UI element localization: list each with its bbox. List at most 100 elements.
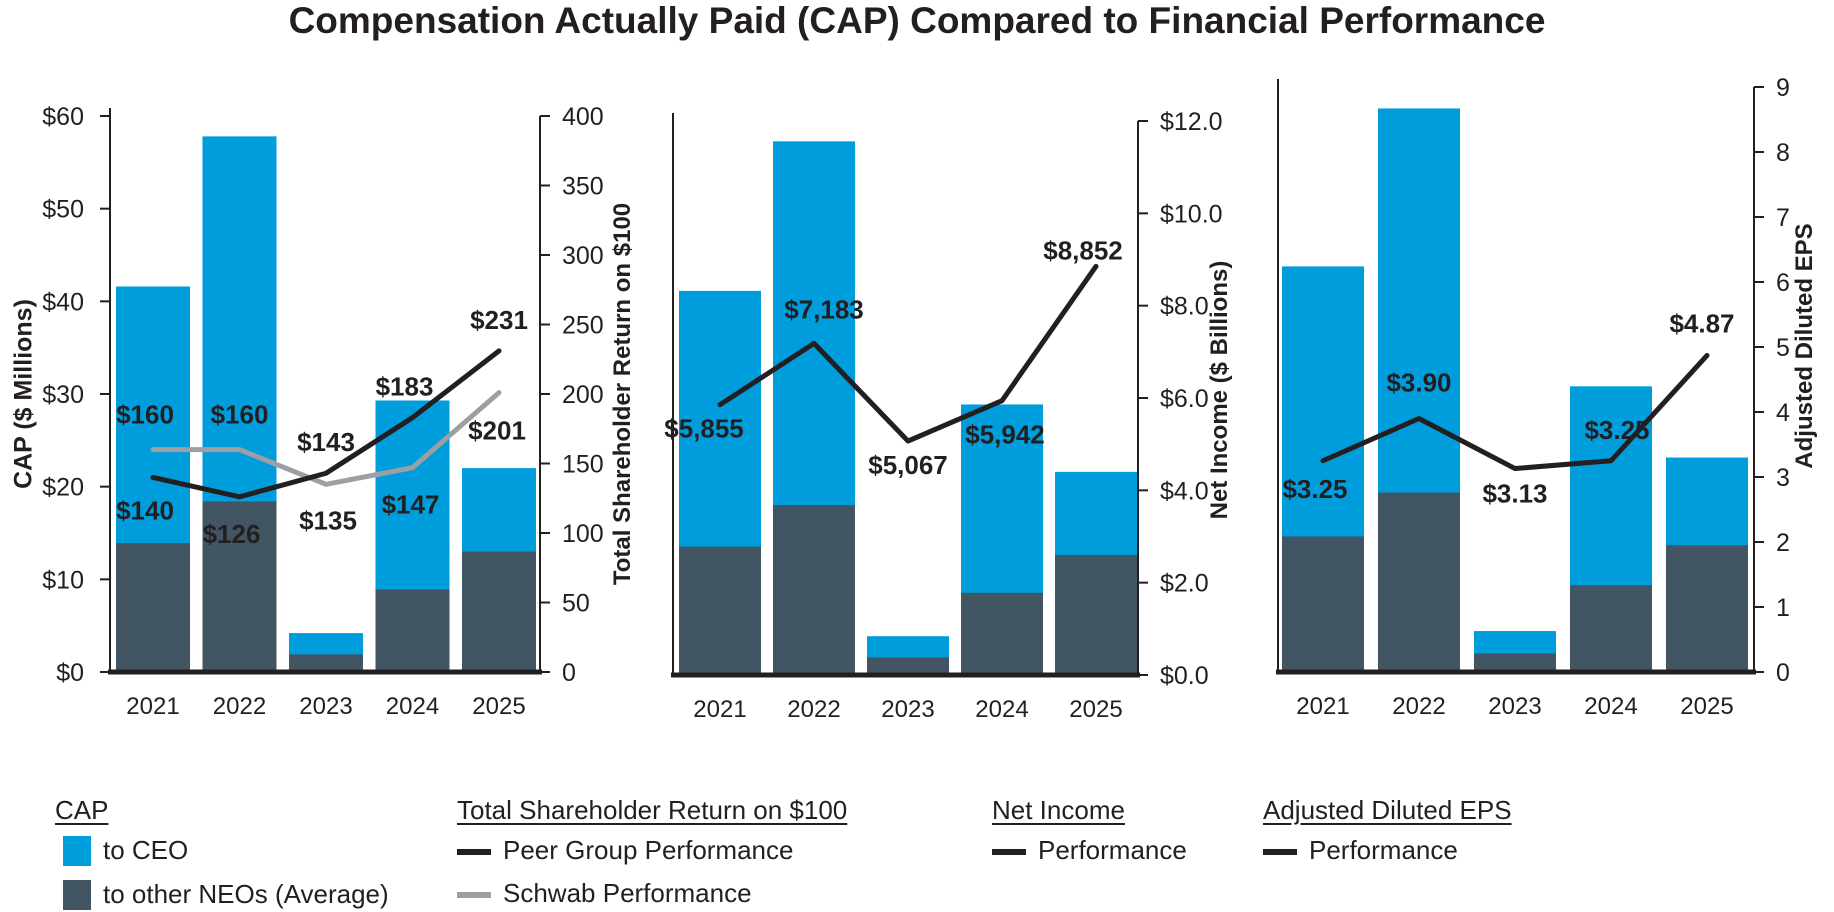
data-label: $147 bbox=[382, 490, 440, 520]
y2-tick-label: 200 bbox=[562, 381, 604, 409]
legend-eps-heading: Adjusted Diluted EPS bbox=[1263, 795, 1512, 825]
y-tick-label: $30 bbox=[42, 381, 84, 409]
data-label: $5,855 bbox=[664, 414, 744, 444]
data-label: $126 bbox=[203, 519, 261, 549]
y-tick-label: $50 bbox=[42, 196, 84, 224]
line-performance bbox=[717, 263, 1099, 444]
bar-neo-2022 bbox=[1378, 492, 1460, 672]
x-tick-label: 2025 bbox=[1680, 693, 1733, 720]
y2-tick-label: 1 bbox=[1776, 594, 1790, 622]
x-tick-label: 2023 bbox=[299, 693, 352, 720]
bar-neo-2021 bbox=[116, 543, 190, 672]
legend-eps-label: Performance bbox=[1309, 835, 1458, 865]
y2-tick-label: $4.0 bbox=[1160, 477, 1209, 505]
x-tick-label: 2024 bbox=[386, 693, 439, 720]
y2-tick-label: $10.0 bbox=[1160, 200, 1223, 228]
data-label: $3.90 bbox=[1386, 368, 1451, 398]
x-tick-label: 2025 bbox=[472, 693, 525, 720]
y2-tick-label: 100 bbox=[562, 520, 604, 548]
y2-tick-label: $2.0 bbox=[1160, 570, 1209, 598]
data-label: $3.25 bbox=[1282, 474, 1347, 504]
y2-tick-label: 150 bbox=[562, 451, 604, 479]
y2-tick-label: 2 bbox=[1776, 529, 1790, 557]
bar-neo-2024 bbox=[961, 592, 1043, 675]
x-tick-label: 2021 bbox=[1296, 693, 1349, 720]
bar-neo-2025 bbox=[1666, 545, 1748, 672]
y-tick-label: $40 bbox=[42, 288, 84, 316]
y2-tick-label: $8.0 bbox=[1160, 293, 1209, 321]
y2-tick-label: 3 bbox=[1776, 464, 1790, 492]
legend-peer-line bbox=[457, 849, 491, 855]
legend-eps: Adjusted Diluted EPS Performance bbox=[1263, 795, 1563, 875]
data-label: $201 bbox=[468, 416, 526, 446]
x-tick-label: 2021 bbox=[693, 696, 746, 723]
y2-axis-title: Net Income ($ Billions) bbox=[1206, 261, 1233, 520]
data-label: $7,183 bbox=[784, 294, 864, 324]
data-label: $5,067 bbox=[868, 450, 948, 480]
x-tick-label: 2024 bbox=[1584, 693, 1637, 720]
bar-neo-2021 bbox=[679, 546, 761, 675]
legend-net-income-heading: Net Income bbox=[992, 795, 1125, 825]
y2-tick-label: 350 bbox=[562, 173, 604, 201]
y2-tick-label: 9 bbox=[1776, 74, 1790, 102]
legend-schwab-line bbox=[457, 892, 491, 898]
legend-schwab-label: Schwab Performance bbox=[503, 878, 752, 908]
bar-neo-2023 bbox=[289, 654, 363, 672]
y-tick-label: $10 bbox=[42, 566, 84, 594]
bar-neo-2022 bbox=[202, 501, 277, 672]
y2-tick-label: $6.0 bbox=[1160, 385, 1209, 413]
legend-tsr: Total Shareholder Return on $100 Peer Gr… bbox=[457, 795, 897, 912]
y2-axis-title: Adjusted Diluted EPS bbox=[1791, 223, 1818, 468]
x-tick-label: 2022 bbox=[213, 693, 266, 720]
y2-tick-label: $12.0 bbox=[1160, 108, 1223, 136]
legend-peer-label: Peer Group Performance bbox=[503, 835, 794, 865]
bar-neo-2022 bbox=[773, 505, 855, 675]
bar-neo-2021 bbox=[1282, 536, 1364, 672]
bar-neo-2025 bbox=[462, 551, 536, 672]
data-label: $8,852 bbox=[1043, 235, 1123, 265]
x-tick-label: 2023 bbox=[1488, 693, 1541, 720]
y2-tick-label: 0 bbox=[1776, 659, 1790, 687]
legend-neo-swatch bbox=[63, 880, 91, 910]
data-label: $160 bbox=[116, 400, 174, 430]
line-peer-group-performance bbox=[150, 348, 502, 500]
y-tick-label: $60 bbox=[42, 103, 84, 131]
legend-net-income-label: Performance bbox=[1038, 835, 1187, 865]
data-label: $135 bbox=[299, 505, 357, 535]
legend-ceo-label: to CEO bbox=[103, 835, 189, 865]
line-performance bbox=[1320, 352, 1710, 472]
x-tick-label: 2022 bbox=[787, 696, 840, 723]
x-tick-label: 2023 bbox=[881, 696, 934, 723]
data-label: $231 bbox=[470, 305, 528, 335]
y2-tick-label: 50 bbox=[562, 590, 590, 618]
legend-net-income: Net Income Performance bbox=[992, 795, 1222, 875]
y-axis-title: CAP ($ Millions) bbox=[10, 299, 38, 489]
y2-tick-label: 6 bbox=[1776, 269, 1790, 297]
data-label: $5,942 bbox=[965, 420, 1045, 450]
x-tick-label: 2024 bbox=[975, 696, 1028, 723]
data-label: $3.25 bbox=[1584, 415, 1649, 445]
y2-tick-label: 7 bbox=[1776, 204, 1790, 232]
bar-neo-2023 bbox=[867, 657, 949, 675]
legend-tsr-heading: Total Shareholder Return on $100 bbox=[457, 795, 848, 825]
line-schwab-performance bbox=[150, 390, 502, 487]
bar-neo-2025 bbox=[1055, 554, 1137, 675]
y2-tick-label: 8 bbox=[1776, 139, 1790, 167]
data-label: $3.13 bbox=[1482, 479, 1547, 509]
y-tick-label: $0 bbox=[56, 659, 84, 687]
y2-tick-label: 250 bbox=[562, 312, 604, 340]
bar-neo-2024 bbox=[1570, 585, 1652, 672]
legend-neo-label: to other NEOs (Average) bbox=[103, 879, 389, 909]
y2-tick-label: 5 bbox=[1776, 334, 1790, 362]
data-label: $160 bbox=[211, 400, 269, 430]
legend-ceo-swatch bbox=[63, 836, 91, 866]
bar-neo-2024 bbox=[375, 589, 450, 672]
x-tick-label: 2022 bbox=[1392, 693, 1445, 720]
y-tick-label: $20 bbox=[42, 474, 84, 502]
legend-cap: CAP to CEO to other NEOs (Average) bbox=[55, 795, 435, 912]
y2-tick-label: 0 bbox=[562, 659, 576, 687]
legend-cap-heading: CAP bbox=[55, 795, 109, 825]
data-label: $143 bbox=[297, 427, 355, 457]
x-tick-label: 2025 bbox=[1069, 696, 1122, 723]
